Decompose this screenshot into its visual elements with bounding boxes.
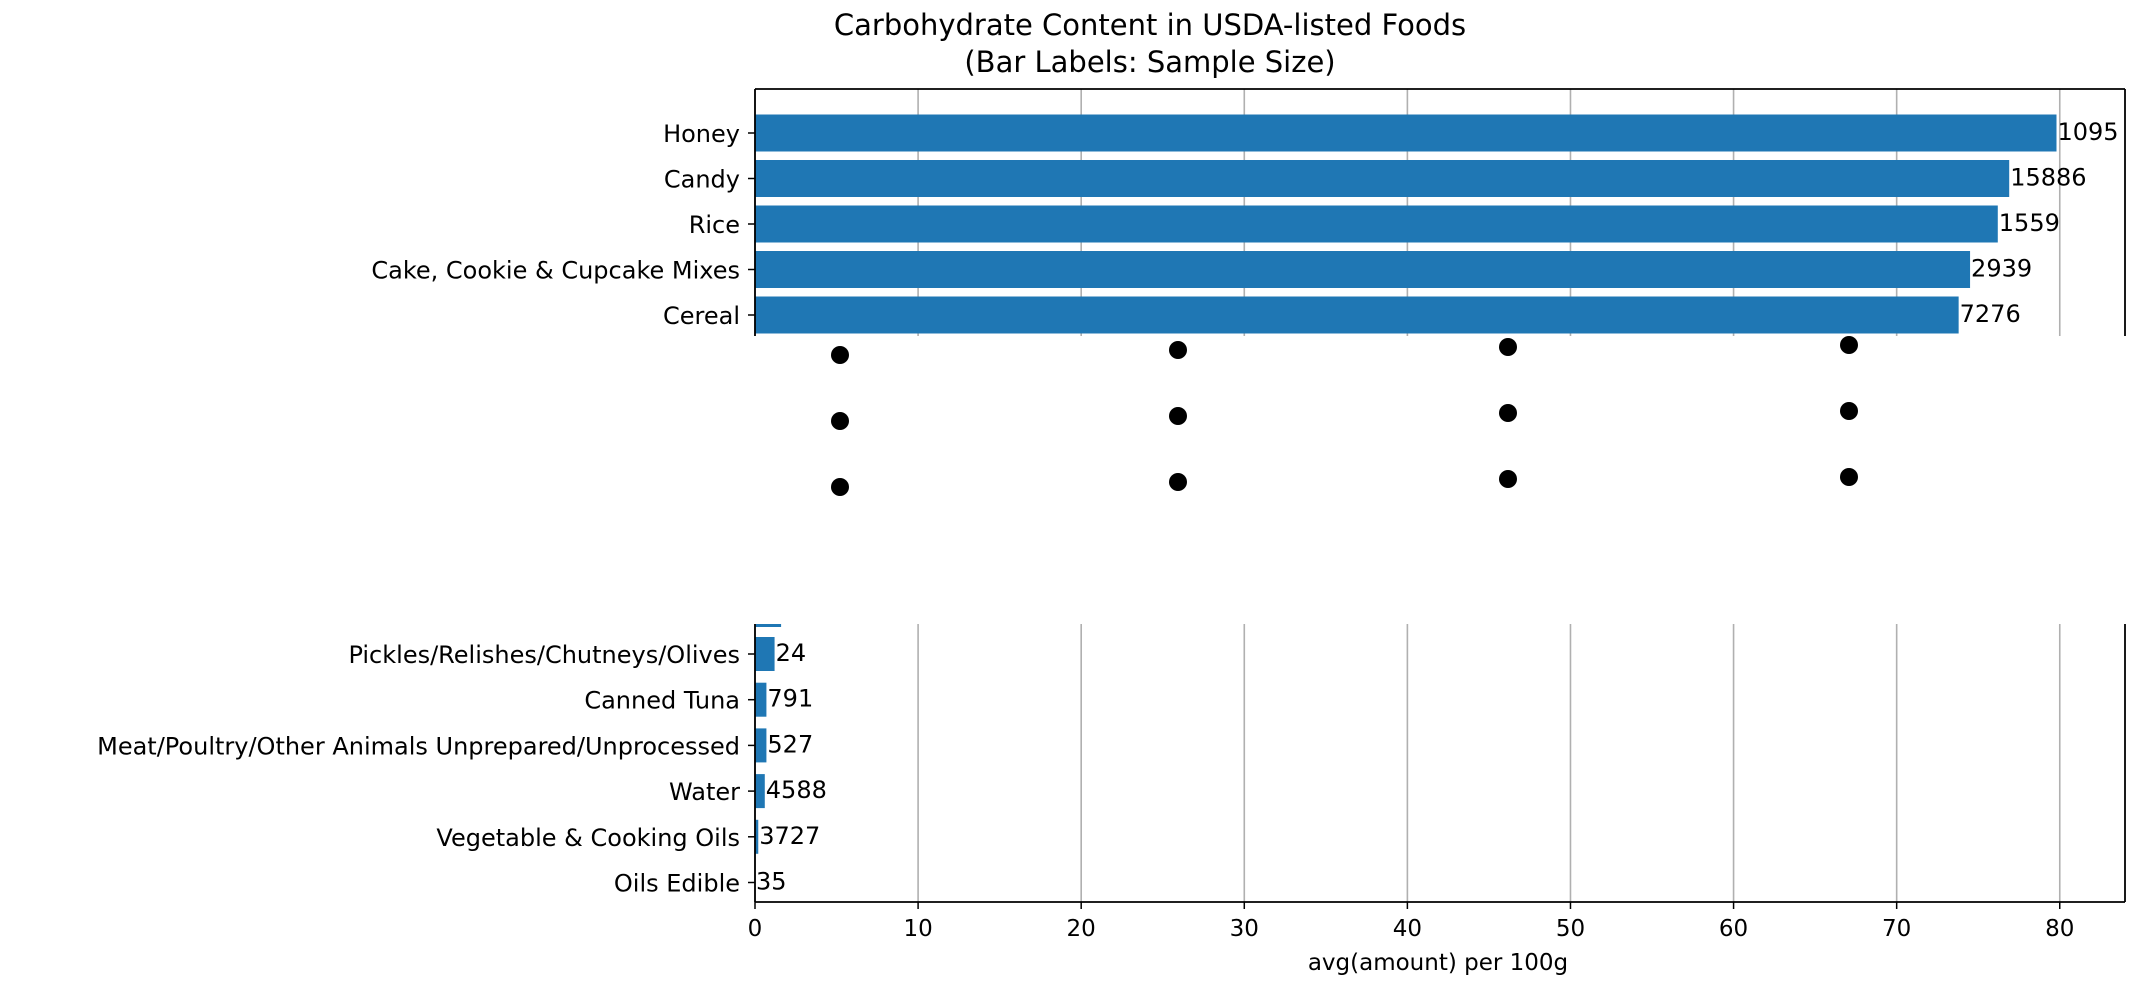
- break-dot: [831, 478, 849, 496]
- bottom_panel-category-label: Vegetable & Cooking Oils: [436, 824, 740, 852]
- partial-bar: [755, 624, 782, 627]
- top-panel: Honey 1095 Candy 15886 Rice 1559 Cake, Cookie …: [371, 88, 2126, 336]
- break-ellipsis: [831, 336, 1858, 496]
- top_panel-category-label: Cereal: [663, 302, 740, 330]
- break-dot: [831, 412, 849, 430]
- top_panel-bar: [755, 205, 1998, 243]
- bottom_panel-category-label: Meat/Poultry/Other Animals Unprepared/Un…: [97, 732, 740, 760]
- top_panel-category-label: Cake, Cookie & Cupcake Mixes: [371, 257, 740, 285]
- x-tick-label: 20: [1067, 916, 1096, 942]
- chart-title-line-1: Carbohydrate Content in USDA-listed Food…: [834, 8, 1466, 42]
- x-tick-label: 30: [1230, 916, 1259, 942]
- top_panel-category-label: Candy: [664, 166, 740, 194]
- top_panel-bar: [755, 114, 2057, 152]
- bottom_panel-bar: [755, 819, 759, 854]
- break-dot: [831, 346, 849, 364]
- top_panel-sample-size-label: 7276: [1960, 300, 2021, 328]
- bottom-panel: Pickles/Relishes/Chutneys/Olives 24 Canned…: [97, 624, 2126, 942]
- top_panel-bar: [755, 160, 2010, 197]
- break-dot: [1499, 404, 1517, 422]
- break-dot: [1840, 468, 1858, 486]
- break-dot: [1499, 470, 1517, 488]
- x-axis-label: avg(amount) per 100g: [1308, 950, 1568, 976]
- bottom_panel-sample-size-label: 3727: [759, 822, 820, 850]
- chart-title-line-2: (Bar Labels: Sample Size): [964, 45, 1335, 79]
- x-tick-label: 70: [1882, 916, 1911, 942]
- bottom_panel-bar: [755, 637, 775, 671]
- top_panel-category-label: Honey: [663, 120, 740, 148]
- bottom_panel-sample-size-label: 527: [767, 730, 813, 758]
- top_panel-bar: [755, 296, 1959, 334]
- top_panel-category-label: Rice: [689, 211, 740, 239]
- break-dot: [1499, 338, 1517, 356]
- bottom_panel-bar: [755, 728, 767, 763]
- top_panel-sample-size-label: 15886: [2010, 164, 2086, 192]
- top_panel-bar: [755, 251, 1971, 288]
- x-tick-label: 10: [903, 916, 932, 942]
- break-dot: [1840, 336, 1858, 354]
- bottom_panel-sample-size-label: 35: [756, 868, 787, 896]
- bottom_panel-sample-size-label: 24: [776, 639, 807, 667]
- x-tick-label: 80: [2045, 916, 2074, 942]
- break-dot: [1840, 402, 1858, 420]
- x-tick-label: 40: [1393, 916, 1422, 942]
- bottom_panel-category-label: Pickles/Relishes/Chutneys/Olives: [348, 641, 740, 669]
- x-tick-label: 0: [748, 916, 763, 942]
- x-tick-label: 60: [1719, 916, 1748, 942]
- bottom_panel-sample-size-label: 791: [767, 685, 813, 713]
- top_panel-sample-size-label: 1559: [1999, 209, 2060, 237]
- bottom_panel-bar: [755, 774, 765, 809]
- break-dot: [1169, 341, 1187, 359]
- bottom_panel-category-label: Oils Edible: [614, 870, 740, 898]
- bottom_panel-bar: [755, 682, 767, 717]
- bottom_panel-category-label: Canned Tuna: [584, 687, 740, 715]
- top_panel-sample-size-label: 2939: [1971, 255, 2032, 283]
- top_panel-sample-size-label: 1095: [2058, 118, 2119, 146]
- bottom_panel-sample-size-label: 4588: [766, 776, 827, 804]
- break-dot: [1169, 407, 1187, 425]
- bottom_panel-category-label: Water: [669, 778, 740, 806]
- x-tick-label: 50: [1556, 916, 1585, 942]
- break-dot: [1169, 473, 1187, 491]
